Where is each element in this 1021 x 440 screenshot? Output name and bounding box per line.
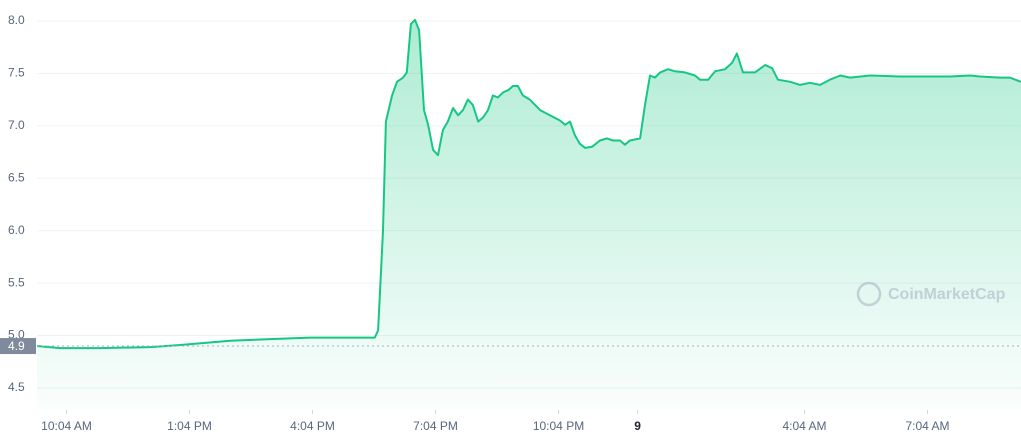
x-tick-label: 10:04 AM xyxy=(41,419,92,433)
x-tick-label: 1:04 PM xyxy=(167,419,212,433)
x-tick-label: 7:04 AM xyxy=(906,419,950,433)
x-tick-label: 9 xyxy=(634,419,641,433)
price-line xyxy=(36,18,1021,350)
x-tick-label: 4:04 PM xyxy=(290,419,335,433)
plot xyxy=(36,18,1021,411)
watermark-logo xyxy=(856,281,882,307)
watermark-text: CoinMarketCap xyxy=(888,286,1006,303)
reference-label-box xyxy=(0,338,36,355)
y-tick-label: 5.5 xyxy=(8,275,25,289)
y-tick-label: 7.0 xyxy=(8,118,25,132)
watermark: CoinMarketCap xyxy=(856,281,1006,307)
axes: 4.55.05.56.06.57.07.58.010:04 AM 1:04 PM 4… xyxy=(0,13,950,433)
y-tick-label: 4.5 xyxy=(8,380,25,394)
y-tick-label: 6.0 xyxy=(8,223,25,237)
x-tick-label: 10:04 PM xyxy=(533,419,584,433)
y-tick-label: 6.5 xyxy=(8,170,25,184)
y-tick-label: 7.5 xyxy=(8,66,25,80)
area-fill xyxy=(37,19,1021,411)
reference-label: 4.9 xyxy=(8,339,25,353)
y-tick-label: 8.0 xyxy=(8,13,25,27)
x-tick-label: 7:04 PM xyxy=(413,419,458,433)
x-tick-label: 4:04 AM xyxy=(783,419,827,433)
